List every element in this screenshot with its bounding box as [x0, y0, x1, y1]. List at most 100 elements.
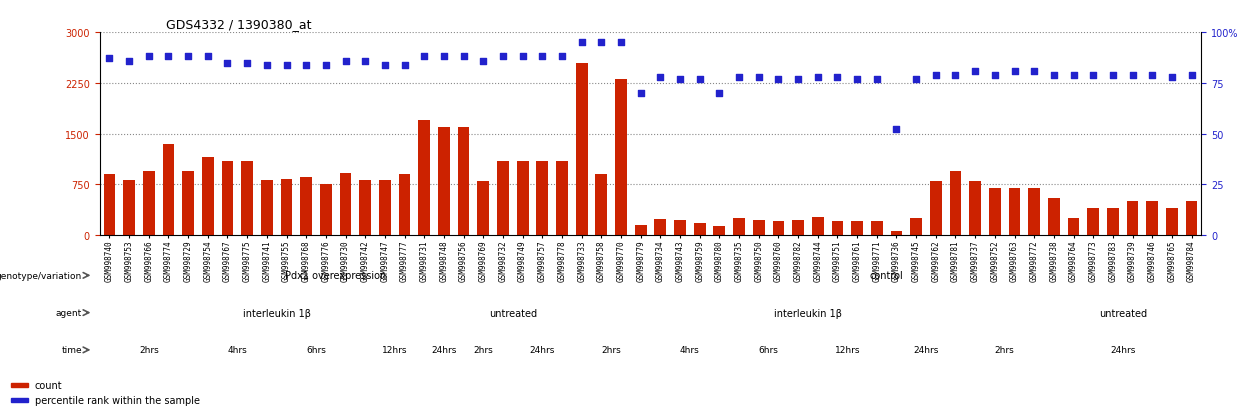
- Point: [178, 54, 198, 61]
- Bar: [378, 180, 391, 235]
- Bar: [693, 223, 706, 235]
- Bar: [852, 221, 863, 235]
- Bar: [970, 181, 981, 235]
- Bar: [280, 179, 293, 235]
- Bar: [123, 180, 134, 235]
- Bar: [477, 181, 489, 235]
- Text: 2hrs: 2hrs: [473, 346, 493, 354]
- Bar: [438, 128, 449, 235]
- Point: [730, 74, 749, 81]
- Point: [533, 54, 553, 61]
- Point: [847, 76, 867, 83]
- Text: 12hrs: 12hrs: [834, 346, 860, 354]
- Text: interleukin 1β: interleukin 1β: [774, 308, 842, 318]
- Bar: [930, 181, 941, 235]
- Text: 12hrs: 12hrs: [382, 346, 407, 354]
- Bar: [674, 221, 686, 235]
- Point: [336, 58, 356, 65]
- Bar: [832, 222, 843, 235]
- Bar: [1087, 209, 1099, 235]
- Bar: [458, 128, 469, 235]
- Bar: [1167, 209, 1178, 235]
- Bar: [890, 231, 903, 235]
- Bar: [182, 171, 194, 235]
- Point: [886, 127, 906, 133]
- Point: [985, 72, 1005, 79]
- Text: count: count: [35, 380, 62, 390]
- Point: [1083, 72, 1103, 79]
- Bar: [812, 218, 824, 235]
- Bar: [10, 383, 27, 387]
- Point: [867, 76, 886, 83]
- Point: [1123, 72, 1143, 79]
- Bar: [261, 180, 273, 235]
- Bar: [1068, 218, 1079, 235]
- Point: [945, 72, 965, 79]
- Point: [748, 74, 768, 81]
- Point: [1142, 72, 1162, 79]
- Text: 2hrs: 2hrs: [601, 346, 621, 354]
- Text: 24hrs: 24hrs: [529, 346, 555, 354]
- Point: [710, 90, 730, 97]
- Point: [670, 76, 690, 83]
- Text: control: control: [870, 271, 904, 281]
- Bar: [575, 64, 588, 235]
- Text: 4hrs: 4hrs: [228, 346, 248, 354]
- Text: untreated: untreated: [489, 308, 537, 318]
- Bar: [537, 161, 548, 235]
- Bar: [497, 161, 509, 235]
- Point: [473, 58, 493, 65]
- Point: [571, 40, 591, 46]
- Bar: [615, 80, 627, 235]
- Point: [1063, 72, 1083, 79]
- Text: 2hrs: 2hrs: [139, 346, 158, 354]
- Bar: [753, 221, 764, 235]
- Point: [1103, 72, 1123, 79]
- Bar: [655, 220, 666, 235]
- Bar: [320, 184, 331, 235]
- Point: [906, 76, 926, 83]
- Text: interleukin 1β: interleukin 1β: [243, 308, 311, 318]
- Text: Pdx1 overexpression: Pdx1 overexpression: [285, 271, 386, 281]
- Bar: [418, 121, 431, 235]
- Text: time: time: [61, 346, 82, 354]
- Bar: [300, 178, 312, 235]
- Bar: [222, 161, 233, 235]
- Bar: [910, 218, 923, 235]
- Point: [493, 54, 513, 61]
- Point: [1005, 68, 1025, 75]
- Point: [158, 54, 178, 61]
- Point: [631, 90, 651, 97]
- Point: [316, 62, 336, 69]
- Text: 2hrs: 2hrs: [995, 346, 1015, 354]
- Point: [828, 74, 848, 81]
- Bar: [557, 161, 568, 235]
- Point: [276, 62, 296, 69]
- Bar: [1147, 202, 1158, 235]
- Point: [296, 62, 316, 69]
- Point: [926, 72, 946, 79]
- Point: [690, 76, 710, 83]
- Point: [218, 60, 238, 67]
- Bar: [360, 180, 371, 235]
- Point: [611, 40, 631, 46]
- Bar: [340, 173, 351, 235]
- Bar: [103, 175, 116, 235]
- Bar: [202, 158, 214, 235]
- Text: genotype/variation: genotype/variation: [0, 271, 82, 280]
- Bar: [143, 171, 154, 235]
- Text: 24hrs: 24hrs: [431, 346, 457, 354]
- Bar: [1107, 209, 1119, 235]
- Text: 24hrs: 24hrs: [1111, 346, 1135, 354]
- Bar: [1127, 202, 1138, 235]
- Text: percentile rank within the sample: percentile rank within the sample: [35, 395, 199, 405]
- Point: [435, 54, 454, 61]
- Bar: [163, 145, 174, 235]
- Point: [100, 56, 120, 63]
- Bar: [10, 398, 27, 402]
- Bar: [989, 188, 1001, 235]
- Point: [513, 54, 533, 61]
- Text: untreated: untreated: [1098, 308, 1147, 318]
- Text: 4hrs: 4hrs: [680, 346, 700, 354]
- Text: 6hrs: 6hrs: [758, 346, 778, 354]
